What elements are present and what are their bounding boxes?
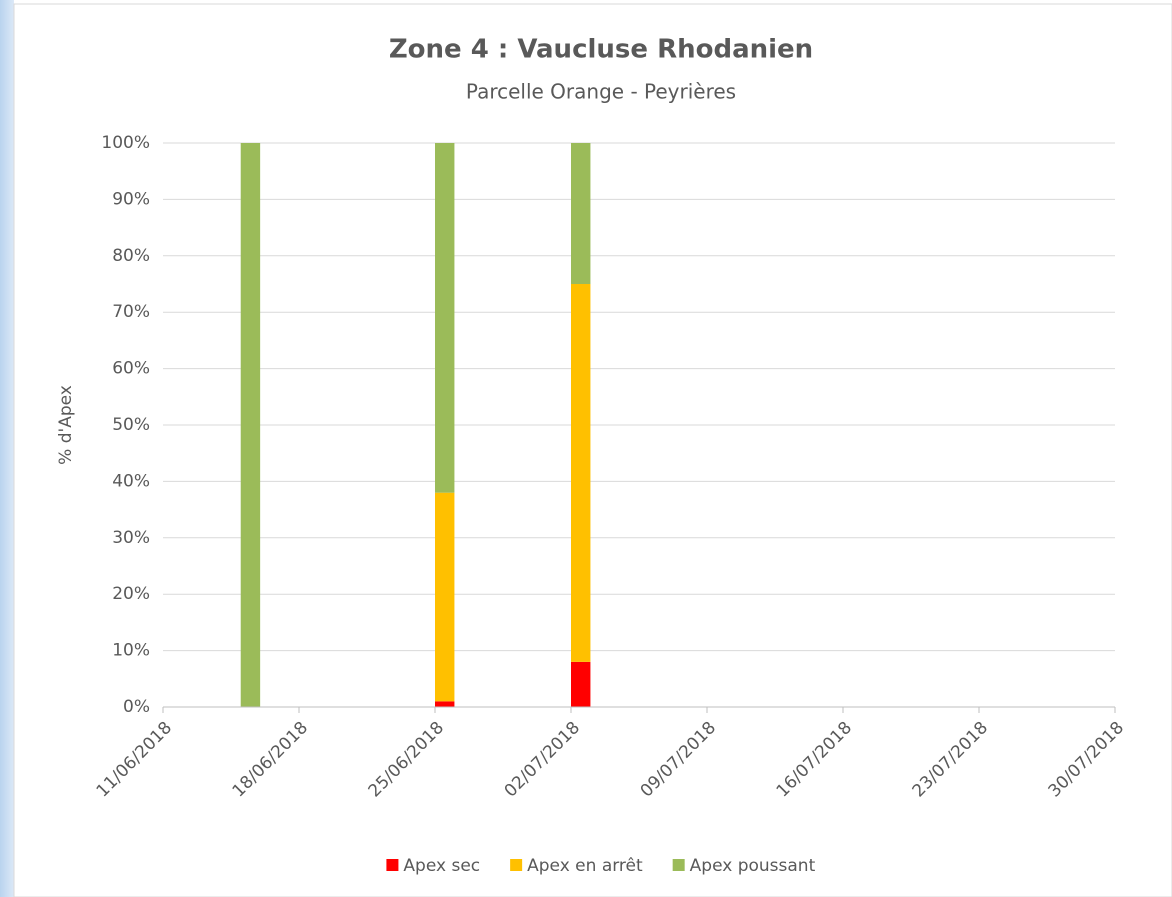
- y-tick-label: 60%: [112, 359, 150, 379]
- legend: Apex sec Apex en arrêt Apex poussant: [386, 856, 816, 876]
- bar-segment: [435, 701, 455, 707]
- legend-label: Apex en arrêt: [527, 856, 643, 876]
- y-tick-label: 80%: [112, 246, 150, 266]
- legend-label: Apex sec: [403, 856, 480, 876]
- y-tick-label: 50%: [112, 415, 150, 435]
- legend-label: Apex poussant: [690, 856, 816, 876]
- y-tick-label: 70%: [112, 302, 150, 322]
- bar-segment: [240, 143, 261, 707]
- legend-swatch: [672, 859, 685, 871]
- y-tick-label: 90%: [112, 189, 150, 209]
- bar-segment: [571, 284, 591, 662]
- y-tick-label: 30%: [112, 528, 150, 548]
- chart-title: Zone 4 : Vaucluse Rhodanien: [389, 35, 813, 65]
- legend-swatch: [386, 859, 399, 871]
- bar-segment: [571, 661, 591, 707]
- y-tick-label: 20%: [112, 584, 150, 604]
- y-tick-label: 0%: [123, 697, 150, 717]
- chart-subtitle: Parcelle Orange - Peyrières: [466, 80, 736, 104]
- legend-swatch: [510, 859, 523, 871]
- bar-segment: [571, 143, 591, 284]
- y-tick-label: 40%: [112, 471, 150, 491]
- y-axis-label: % d'Apex: [56, 385, 76, 465]
- bar-segment: [435, 492, 455, 702]
- chart-area: [13, 3, 1172, 897]
- bar-segment: [435, 143, 455, 493]
- y-tick-label: 100%: [101, 133, 150, 153]
- y-tick-label: 10%: [112, 641, 150, 661]
